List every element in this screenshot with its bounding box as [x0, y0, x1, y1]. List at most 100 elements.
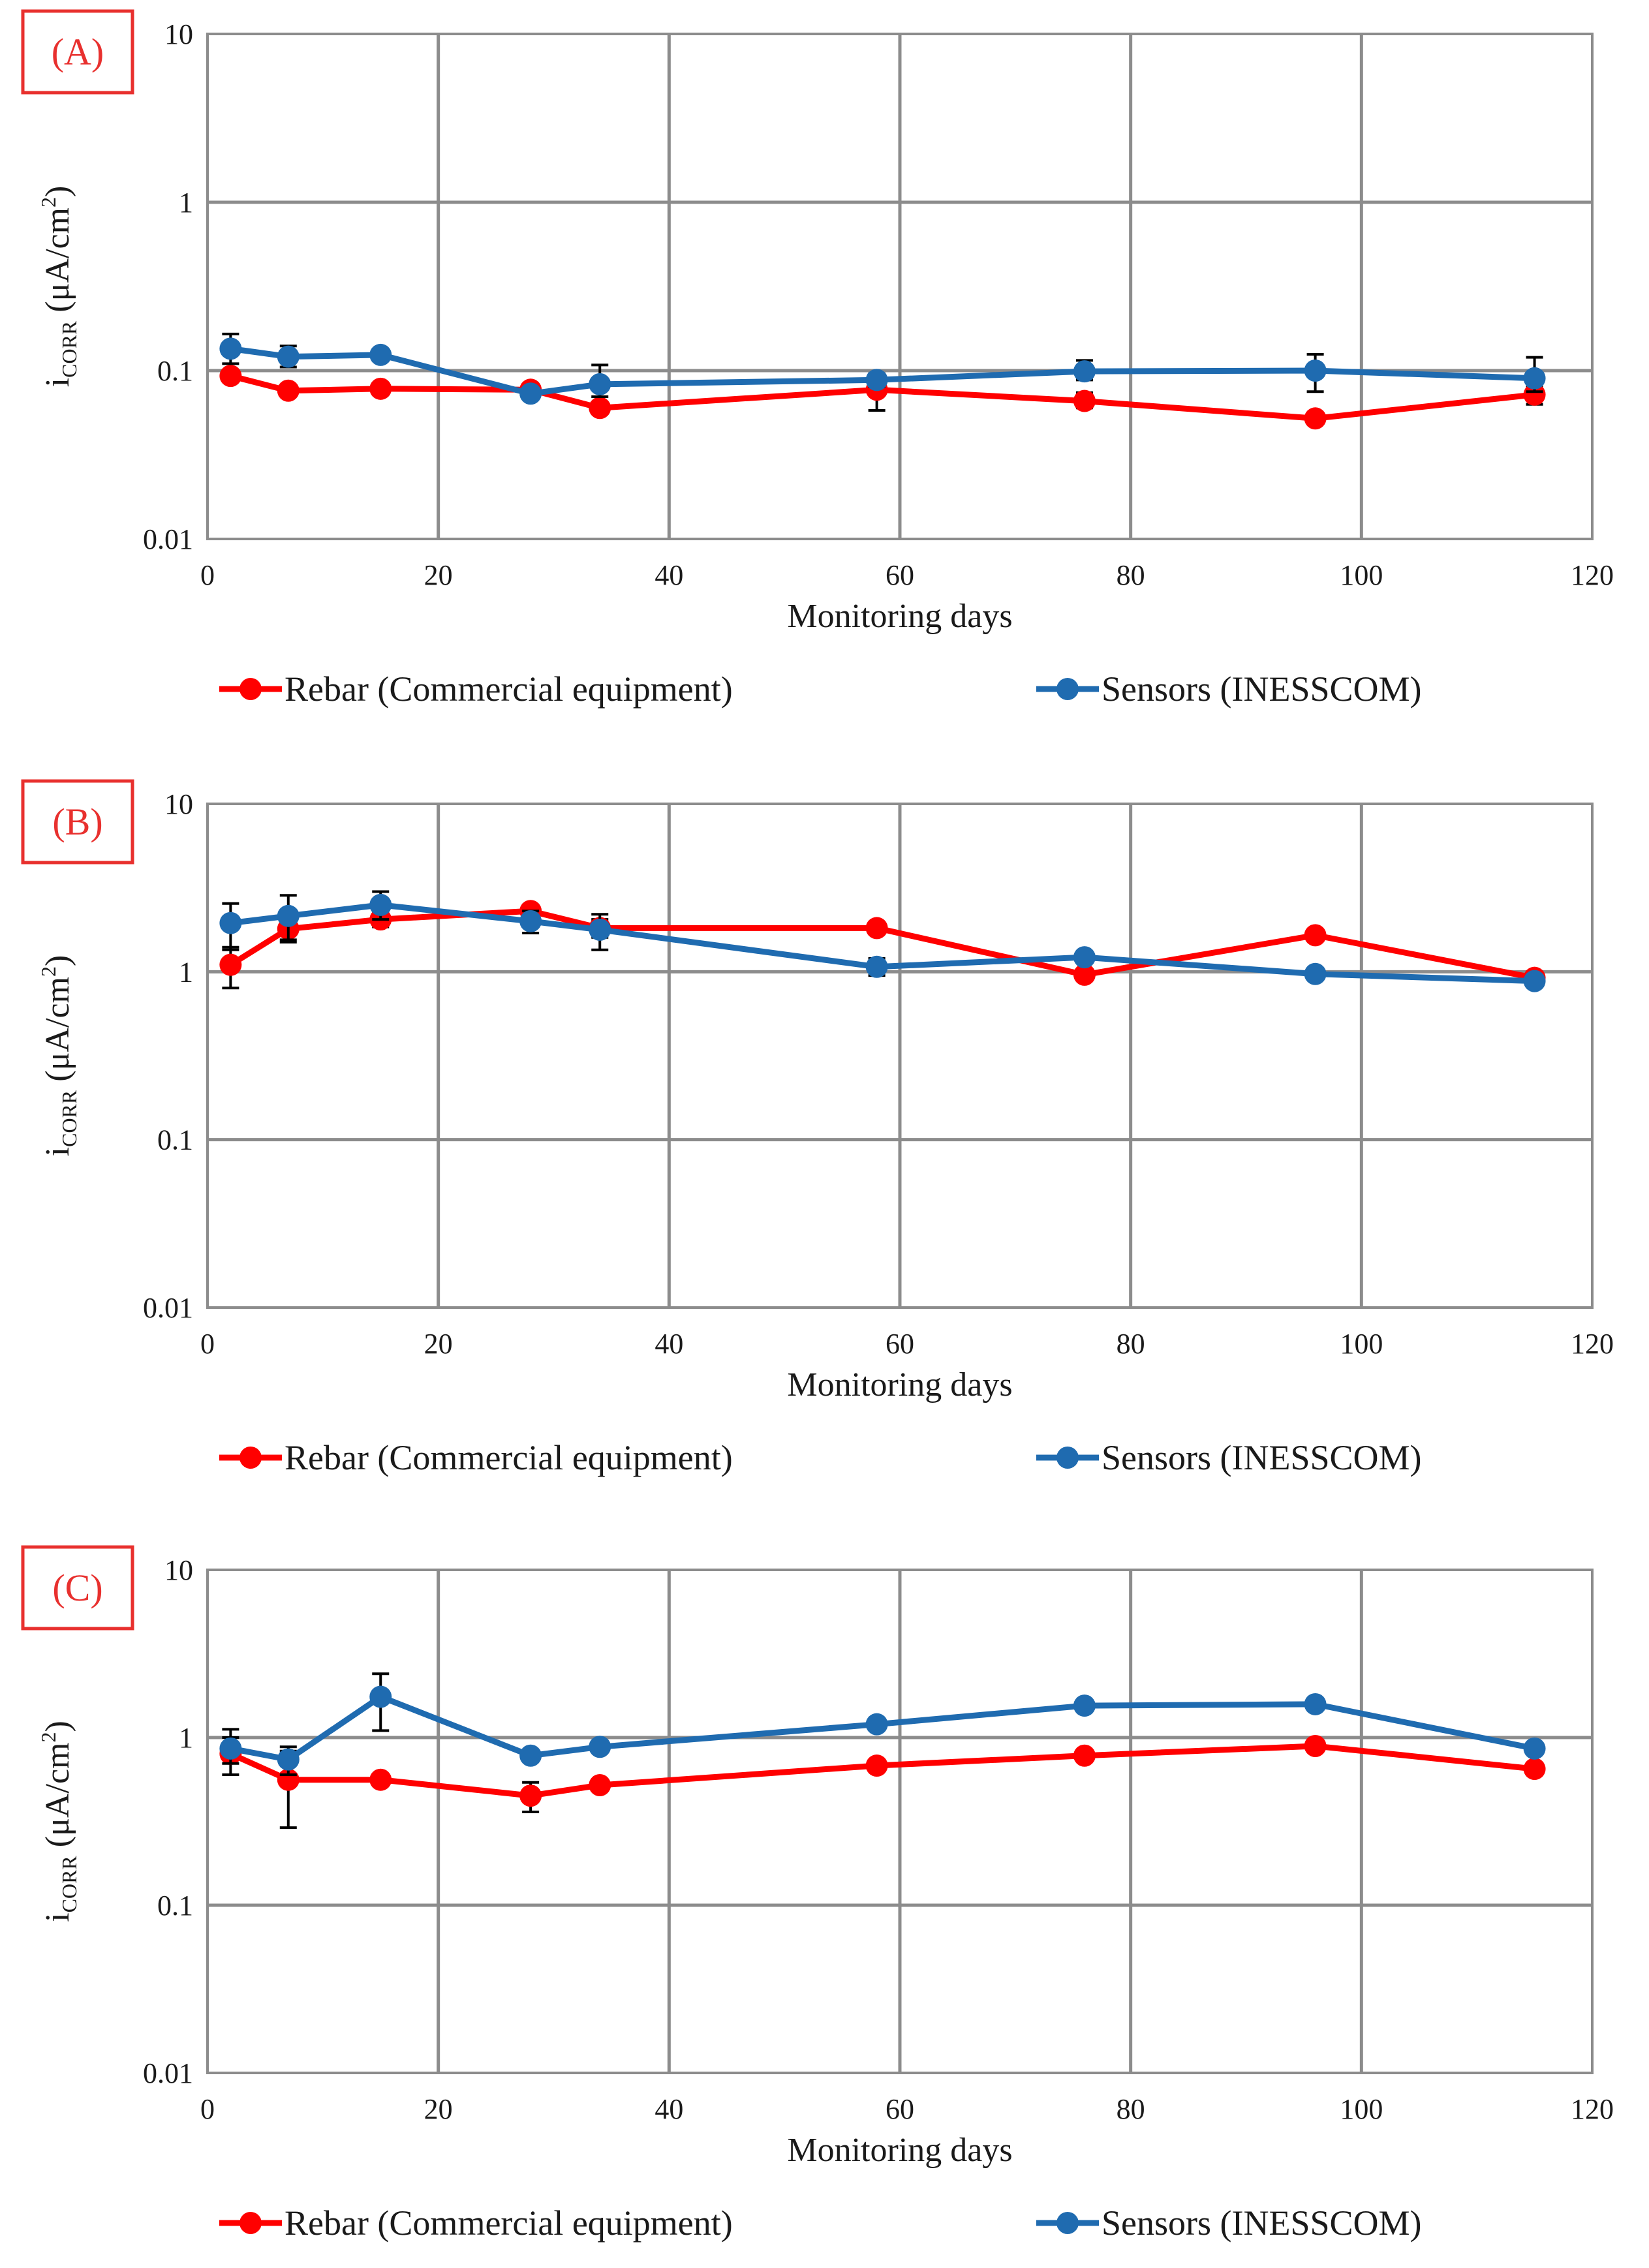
- data-point: [277, 1748, 300, 1771]
- x-tick-label: 120: [1571, 559, 1614, 591]
- legend-item-rebar: Rebar (Commercial equipment): [219, 1438, 733, 1477]
- legend-item-sensors: Sensors (INESSCOM): [1036, 2203, 1422, 2243]
- legend-item-rebar: Rebar (Commercial equipment): [219, 669, 733, 709]
- data-point: [219, 1737, 242, 1760]
- x-tick-label: 20: [424, 559, 453, 591]
- data-point: [1073, 1694, 1096, 1717]
- panel-label: (C): [52, 1567, 102, 1609]
- panel-label: (A): [52, 31, 104, 73]
- x-tick-label: 100: [1340, 2093, 1383, 2125]
- data-point: [1304, 924, 1327, 947]
- data-point: [865, 955, 888, 978]
- x-tick-label: 0: [200, 559, 215, 591]
- y-tick-label: 0.01: [143, 2057, 193, 2089]
- x-tick-label: 40: [655, 559, 683, 591]
- legend-swatch-marker: [1056, 2212, 1079, 2234]
- data-point: [589, 373, 611, 395]
- y-axis-title: iCORR (μA/cm2): [37, 955, 81, 1157]
- x-tick-label: 80: [1117, 2093, 1145, 2125]
- data-point: [277, 345, 300, 368]
- y-tick-label: 0.1: [157, 1890, 193, 1922]
- data-point: [1304, 1693, 1327, 1715]
- legend-swatch-marker: [1056, 1447, 1079, 1469]
- data-point: [519, 1744, 542, 1767]
- data-point: [277, 379, 300, 402]
- legend-label: Sensors (INESSCOM): [1102, 2203, 1422, 2243]
- legend-label: Rebar (Commercial equipment): [285, 669, 733, 709]
- data-point: [1304, 360, 1327, 382]
- x-tick-label: 100: [1340, 1328, 1383, 1360]
- y-tick-label: 0.01: [143, 1292, 193, 1324]
- legend-swatch-marker: [239, 1447, 262, 1469]
- data-point: [369, 1685, 392, 1708]
- data-point: [369, 377, 392, 400]
- series-sensors: [219, 1672, 1546, 1777]
- data-point: [369, 893, 392, 916]
- data-point: [589, 1736, 611, 1758]
- data-point: [865, 917, 888, 940]
- y-tick-label: 0.1: [157, 355, 193, 387]
- data-point: [1523, 383, 1546, 406]
- x-tick-label: 100: [1340, 559, 1383, 591]
- data-point: [1523, 1737, 1546, 1760]
- plot-border: [206, 33, 1594, 540]
- panel-label-box: [21, 779, 134, 865]
- x-tick-label: 60: [886, 1328, 914, 1360]
- y-tick-label: 0.1: [157, 1124, 193, 1156]
- legend-swatch-marker: [1056, 678, 1079, 700]
- legend-item-sensors: Sensors (INESSCOM): [1036, 1438, 1422, 1477]
- x-tick-label: 80: [1117, 559, 1145, 591]
- data-point: [1523, 1758, 1546, 1781]
- y-axis-title: iCORR (μA/cm2): [37, 186, 81, 388]
- chart-panel-c: 0 20 40 60 80 100 120 0.01 0.1 1 10 Monitoring days…: [21, 1545, 1614, 2243]
- legend-label: Sensors (INESSCOM): [1102, 669, 1422, 709]
- chart-panel-a: 0 20 40 60 80 100 120 0.01 0.1 1 10 Monitoring days…: [21, 9, 1614, 709]
- legend-label: Rebar (Commercial equipment): [285, 1438, 733, 1477]
- data-point: [1523, 367, 1546, 390]
- data-point: [1073, 360, 1096, 383]
- data-point: [589, 397, 611, 420]
- data-point: [865, 369, 888, 391]
- legend-item-rebar: Rebar (Commercial equipment): [219, 2203, 733, 2243]
- data-point: [589, 918, 611, 941]
- x-tick-label: 60: [886, 2093, 914, 2125]
- x-axis-title: Monitoring days: [787, 2132, 1012, 2169]
- series-sensors: [219, 332, 1546, 405]
- panel-label: (B): [52, 801, 102, 843]
- x-tick-label: 80: [1117, 1328, 1145, 1360]
- data-point: [277, 904, 300, 927]
- data-point: [865, 1713, 888, 1736]
- x-tick-label: 20: [424, 1328, 453, 1360]
- data-point: [1304, 407, 1327, 430]
- panel-label-box: [21, 1545, 134, 1631]
- y-tick-label: 0.01: [143, 523, 193, 555]
- y-tick-label: 10: [164, 1554, 193, 1586]
- legend-swatch-marker: [239, 678, 262, 700]
- y-tick-label: 10: [164, 788, 193, 820]
- chart-panel-b: 0 20 40 60 80 100 120 0.01 0.1 1 10 Monitoring days…: [21, 779, 1614, 1477]
- data-point: [219, 953, 242, 976]
- data-point: [219, 337, 242, 360]
- x-tick-label: 0: [200, 1328, 215, 1360]
- data-point: [1523, 970, 1546, 992]
- x-axis-title: Monitoring days: [787, 1366, 1012, 1403]
- y-tick-label: 1: [179, 1722, 193, 1754]
- series-rebar: [219, 1735, 1546, 1830]
- data-point: [519, 910, 542, 932]
- plot-border: [206, 803, 1594, 1309]
- data-point: [519, 1785, 542, 1807]
- y-tick-label: 1: [179, 956, 193, 988]
- panel-label-box: [21, 9, 134, 95]
- data-point: [1073, 1744, 1096, 1767]
- data-point: [865, 1755, 888, 1777]
- data-point: [1073, 963, 1096, 986]
- data-point: [219, 912, 242, 934]
- plot-border: [206, 1569, 1594, 2074]
- x-tick-label: 0: [200, 2093, 215, 2125]
- data-point: [1304, 1735, 1327, 1758]
- data-point: [589, 1773, 611, 1796]
- y-axis-title: iCORR (μA/cm2): [37, 1721, 81, 1922]
- y-tick-label: 1: [179, 187, 193, 219]
- data-point: [1073, 946, 1096, 969]
- data-point: [369, 1768, 392, 1791]
